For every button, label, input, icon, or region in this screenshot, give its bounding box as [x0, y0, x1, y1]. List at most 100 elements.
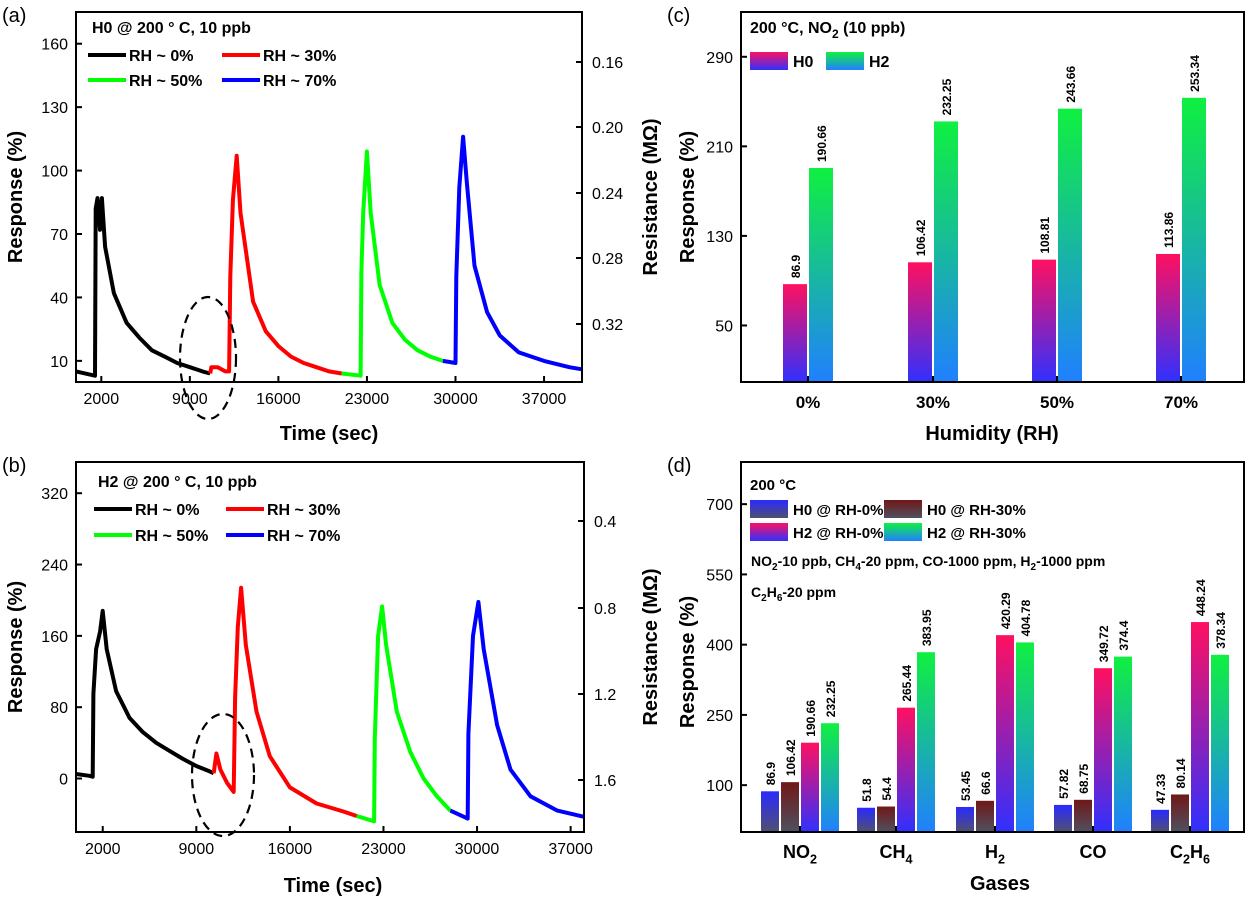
panel-a-y-tick-label-4: 130 — [41, 100, 68, 117]
panel-d-bar-1-0 — [857, 807, 875, 832]
panel-c-bar-1-0 — [908, 262, 932, 382]
panel-a-y-tick-label-3: 100 — [41, 164, 68, 181]
panel-b-y-tick-label-4: 320 — [41, 486, 68, 503]
panel-label-b: (b) — [2, 455, 26, 477]
panel-b-x-tick-label-1: 9000 — [179, 841, 215, 858]
panel-c-y-axis-label: Response (%) — [677, 131, 699, 263]
panel-c-bar-0-1 — [809, 167, 833, 382]
panel-a-highlight-ellipse — [178, 295, 238, 421]
panel-b-axes: 2000 9000 16000 23000 30000 37000 0 80 160 240 320… — [41, 486, 616, 858]
panel-d-legend-label-1: H0 @ RH-30% — [927, 502, 1026, 519]
panel-c-bar-value-label-0-1: 190.66 — [815, 125, 829, 162]
panel-b-legend-label-3: RH ~ 70% — [267, 528, 340, 545]
panel-label-d: (d) — [667, 455, 691, 477]
panel-d-legend-swatch-3 — [884, 523, 922, 541]
panel-d-legend-label-0: H0 @ RH-0% — [793, 502, 883, 519]
panel-c-axes: 0% 30% 50% 70% 50 130 210 290 — [706, 50, 1198, 412]
panel-c-bar-2-0 — [1032, 259, 1056, 382]
panel-d-bar-value-label-3-3: 374.4 — [1117, 620, 1131, 650]
panel-d-bar-value-label-1-2: 265.44 — [900, 665, 914, 702]
panel-b-legend: RH ~ 0% RH ~ 30% RH ~ 50% RH ~ 70% — [94, 502, 340, 545]
panel-a-legend: RH ~ 0% RH ~ 30% RH ~ 50% RH ~ 70% — [88, 48, 336, 90]
panel-d-bar-value-label-4-3: 378.34 — [1214, 612, 1228, 649]
panel-a-line-chart: 2000 9000 16000 23000 30000 37000 10 40 70 100 130… — [5, 11, 662, 445]
panel-d-x-axis-label: Gases — [970, 873, 1030, 895]
panel-b-y-tick-label-1: 80 — [50, 700, 68, 717]
panel-c-y-tick-label-3: 290 — [706, 50, 733, 67]
panel-d-bar-2-3 — [1016, 642, 1034, 832]
panel-d-bar-value-label-1-0: 51.8 — [860, 778, 874, 802]
panel-d-x-tick-label-4: C2H6 — [1170, 842, 1210, 866]
panel-b-y-tick-label-0: 0 — [59, 772, 68, 789]
panel-d-bar-value-label-2-2: 420.29 — [999, 592, 1013, 629]
panel-b-series-line-1 — [211, 585, 358, 818]
panel-c-legend-label-0: H0 — [793, 54, 814, 71]
panel-c-bar-value-label-1-1: 232.25 — [940, 78, 954, 115]
panel-c-bar-value-label-3-0: 113.86 — [1162, 212, 1176, 248]
panel-a-y-tick-label-1: 40 — [50, 290, 68, 307]
panel-d-bar-value-label-0-2: 190.66 — [804, 700, 818, 737]
panel-d-bar-3-2 — [1094, 668, 1112, 832]
panel-c-bar-3-0 — [1156, 253, 1180, 382]
panel-a-legend-label-2: RH ~ 50% — [129, 73, 202, 90]
panel-d-bar-4-0 — [1151, 809, 1169, 832]
panel-b-series-line-3 — [449, 600, 585, 821]
panel-d-bar-value-label-3-2: 349.72 — [1097, 625, 1111, 662]
panel-c-bar-0-0 — [783, 284, 807, 382]
panel-d-bar-value-label-0-1: 106.42 — [784, 739, 798, 776]
panel-a-series-line-3 — [442, 134, 583, 372]
panel-c-legend-swatch-1 — [826, 52, 864, 70]
panel-d-bar-value-label-1-1: 54.4 — [880, 777, 894, 801]
panel-d-bar-4-1 — [1171, 794, 1189, 832]
panel-b-y-tick-label-3: 240 — [41, 558, 68, 575]
panel-d-legend: H0 @ RH-0% H0 @ RH-30% H2 @ RH-0% H2 @ RH-3… — [750, 500, 1026, 542]
panel-b-y-tick-label-2: 160 — [41, 629, 68, 646]
panel-a-legend-label-0: RH ~ 0% — [129, 48, 193, 65]
panel-d-bar-value-label-3-0: 57.82 — [1057, 769, 1071, 799]
panel-a-legend-label-3: RH ~ 70% — [263, 73, 336, 90]
panel-c-bar-value-label-0-0: 86.9 — [789, 254, 803, 278]
panel-a-x-tick-label-3: 23000 — [345, 391, 390, 408]
panel-d-bar-value-label-3-1: 68.75 — [1077, 763, 1091, 793]
panel-a-x-tick-label-4: 30000 — [433, 391, 478, 408]
panel-d-y-tick-label-2: 400 — [706, 638, 733, 655]
panel-d-x-tick-label-1: CH4 — [879, 842, 912, 866]
panel-d-bar-2-0 — [956, 806, 974, 832]
panel-d-x-tick-label-0: NO2 — [783, 842, 817, 866]
panel-d-bar-3-1 — [1074, 799, 1092, 832]
panel-d-legend-swatch-1 — [884, 500, 922, 518]
panel-b-x-tick-label-4: 30000 — [455, 841, 500, 858]
panel-c-x-tick-label-0: 0% — [796, 393, 821, 412]
panel-d-bar-3-3 — [1114, 656, 1132, 832]
panel-c-bar-2-1 — [1058, 108, 1082, 383]
panel-a-y2-tick-label-1: 0.20 — [592, 120, 623, 137]
panel-a-x-tick-label-2: 16000 — [256, 391, 301, 408]
panel-c-bar-value-label-3-1: 253.34 — [1188, 55, 1202, 92]
panel-d-legend-swatch-2 — [750, 523, 788, 541]
panel-d-bar-value-label-0-0: 86.9 — [764, 762, 778, 786]
panel-c-x-tick-label-3: 70% — [1164, 393, 1198, 412]
panel-d-bar-1-1 — [877, 806, 895, 832]
panel-c-frame — [740, 11, 1245, 383]
panel-d-bar-0-2 — [801, 742, 819, 832]
panel-d-bar-0-3 — [821, 723, 839, 832]
panel-d-y-axis-label: Response (%) — [677, 596, 699, 728]
panel-d-y-tick-label-0: 100 — [706, 778, 733, 795]
panel-b-frame — [75, 461, 585, 833]
panel-a-series-line-0 — [75, 196, 211, 378]
panel-c-x-tick-label-1: 30% — [916, 393, 950, 412]
panel-d-bar-value-label-2-1: 66.6 — [979, 771, 993, 795]
panel-b-legend-label-2: RH ~ 50% — [135, 528, 208, 545]
panel-b-series-line-0 — [75, 608, 215, 779]
panel-a-y-tick-label-5: 160 — [41, 37, 68, 54]
panel-a-x-axis-label: Time (sec) — [280, 423, 379, 445]
panel-d-bar-2-2 — [996, 635, 1014, 832]
panel-b-x-tick-label-3: 23000 — [361, 841, 406, 858]
panel-a-title: H0 @ 200 ° C, 10 ppb — [92, 20, 251, 37]
panel-c-bar-value-label-2-1: 243.66 — [1064, 66, 1078, 103]
panel-d-legend-label-3: H2 @ RH-30% — [927, 525, 1026, 542]
panel-d-bar-4-3 — [1211, 654, 1229, 832]
panel-a-y2-tick-label-3: 0.28 — [592, 251, 623, 268]
panel-c-bar-1-1 — [934, 121, 958, 382]
panel-d-bar-value-label-4-1: 80.14 — [1174, 758, 1188, 788]
